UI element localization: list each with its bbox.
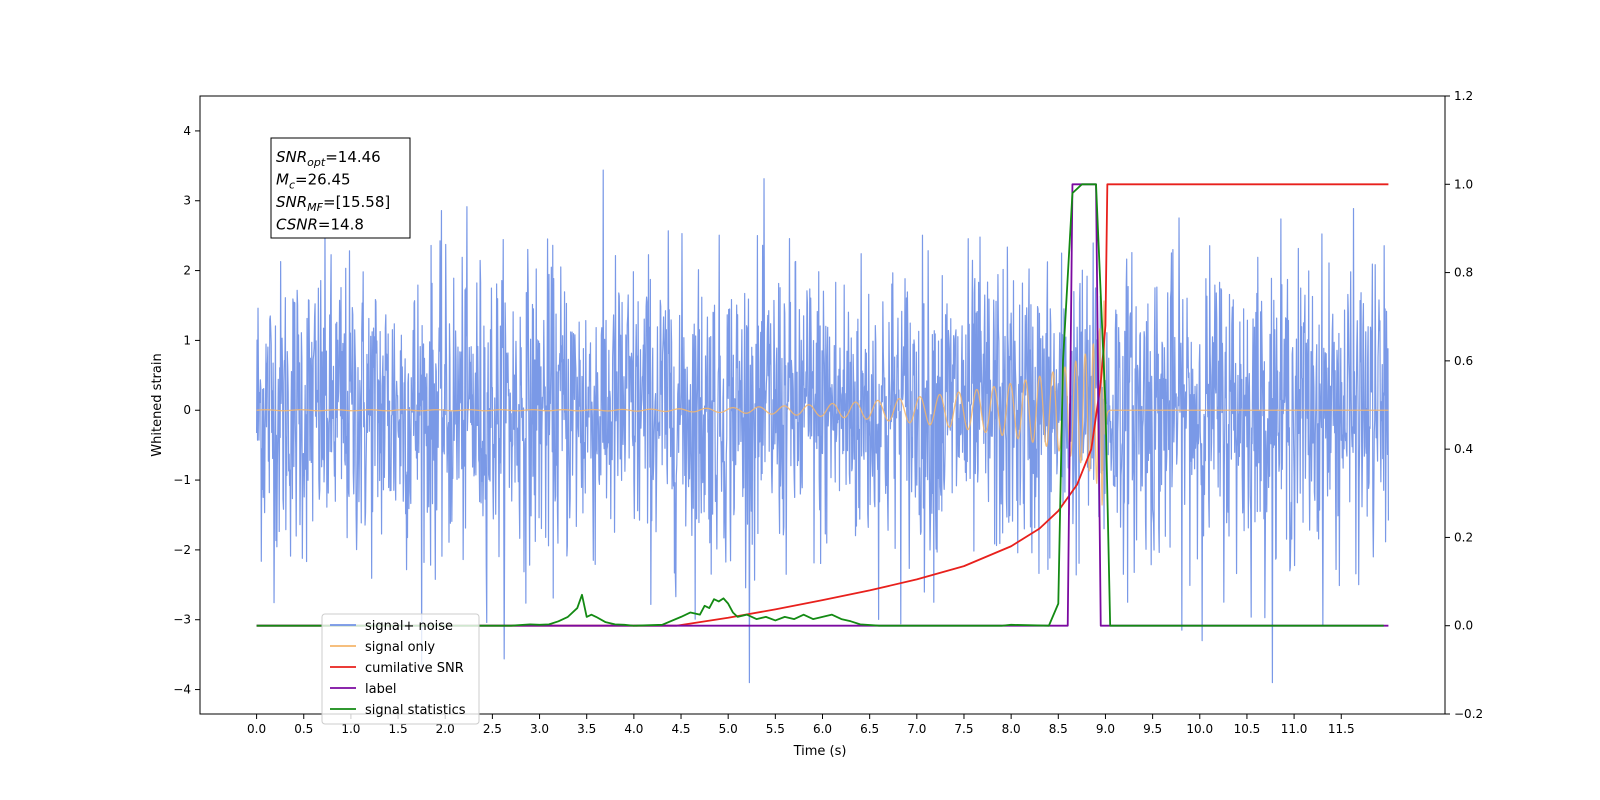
y-axis-left-label: Whitened strain — [150, 353, 165, 456]
signal-plus-noise-line — [255, 169, 1390, 684]
x-tick-label: 11.0 — [1281, 722, 1308, 736]
annotation-symbol: SNR — [276, 148, 307, 166]
x-tick-label: 2.0 — [436, 722, 455, 736]
x-tick-label: 10.5 — [1234, 722, 1261, 736]
series-stats-line — [256, 183, 1384, 627]
y-left-tick-label: 4 — [183, 124, 191, 138]
y-axis-left-ticks: −4 −3 −2 −1 0 1 2 3 4 — [173, 124, 200, 697]
y-right-tick-label: 1.2 — [1454, 89, 1473, 103]
y-left-tick-label: 1 — [183, 333, 191, 347]
annotation-value: =14.8 — [318, 216, 364, 234]
y-right-tick-label: 1.0 — [1454, 177, 1473, 191]
annotation-symbol: CSNR — [276, 216, 318, 234]
y-left-tick-label: −4 — [173, 683, 191, 697]
y-right-tick-label: −0.2 — [1454, 707, 1483, 721]
x-tick-label: 4.0 — [624, 722, 643, 736]
annotation-subscript: c — [289, 179, 295, 192]
x-tick-label: 0.0 — [247, 722, 266, 736]
legend-entry: signal only — [365, 640, 435, 655]
series-cumulative-snr — [256, 183, 1389, 627]
x-tick-label: 6.5 — [860, 722, 879, 736]
x-tick-label: 9.0 — [1096, 722, 1115, 736]
x-tick-label: 11.5 — [1328, 722, 1355, 736]
series-csnr-line — [256, 183, 1389, 627]
x-axis-ticks: 0.0 0.5 1.0 1.5 2.0 2.5 3.0 3.5 4.0 4.5 5.0 5.5 6.0 6… — [247, 714, 1355, 736]
x-tick-label: 3.0 — [530, 722, 549, 736]
annotation-line: SNRMF=[15.58] — [276, 193, 390, 214]
legend-entry: signal+ noise — [365, 619, 453, 634]
annotation-subscript: opt — [307, 156, 326, 169]
x-tick-label: 7.5 — [954, 722, 973, 736]
legend: signal+ noise signal only cumilative SNR la… — [321, 613, 480, 725]
y-left-tick-label: −2 — [173, 543, 191, 557]
series-signal-only — [256, 300, 1389, 506]
series-signal-statistics — [256, 183, 1384, 627]
annotation-line: CSNR=14.8 — [276, 216, 364, 234]
annotation-symbol: SNR — [276, 193, 307, 211]
x-tick-label: 4.5 — [671, 722, 690, 736]
metrics-annotation-box: SNRopt=14.46Mc=26.45SNRMF=[15.58]CSNR=14… — [270, 137, 411, 239]
y-right-tick-label: 0.2 — [1454, 530, 1473, 544]
annotation-value: =26.45 — [295, 171, 351, 189]
annotation-line: Mc=26.45 — [276, 171, 351, 192]
y-right-tick-label: 0.8 — [1454, 266, 1473, 280]
y-left-tick-label: −1 — [173, 473, 191, 487]
x-tick-label: 5.0 — [719, 722, 738, 736]
x-tick-label: 3.5 — [577, 722, 596, 736]
annotation-value: =14.46 — [325, 148, 381, 166]
y-right-tick-label: 0.6 — [1454, 354, 1473, 368]
y-left-tick-label: 2 — [183, 264, 191, 278]
x-tick-label: 10.0 — [1186, 722, 1213, 736]
annotation-value: =[15.58] — [323, 193, 390, 211]
x-tick-label: 9.5 — [1143, 722, 1162, 736]
y-left-tick-label: 0 — [183, 403, 191, 417]
y-right-tick-label: 0.0 — [1454, 619, 1473, 633]
x-tick-label: 8.0 — [1002, 722, 1021, 736]
legend-entry: signal statistics — [365, 703, 466, 718]
x-axis-label: Time (s) — [793, 744, 847, 759]
x-tick-label: 7.0 — [907, 722, 926, 736]
signal-only-line — [256, 300, 1389, 506]
series-signal-plus-noise — [255, 169, 1390, 684]
annotation-subscript: MF — [307, 201, 323, 214]
x-tick-label: 1.5 — [389, 722, 408, 736]
y-left-tick-label: 3 — [183, 194, 191, 208]
x-tick-label: 0.5 — [294, 722, 313, 736]
annotation-symbol: M — [276, 171, 289, 189]
legend-frame — [321, 613, 480, 725]
legend-entry: label — [365, 682, 396, 697]
legend-entry: cumilative SNR — [365, 661, 464, 676]
plot-area — [255, 169, 1390, 684]
x-tick-label: 5.5 — [766, 722, 785, 736]
x-tick-label: 2.5 — [483, 722, 502, 736]
x-tick-label: 6.0 — [813, 722, 832, 736]
y-right-tick-label: 0.4 — [1454, 442, 1473, 456]
annotation-frame — [270, 137, 411, 239]
annotation-line: SNRopt=14.46 — [276, 148, 381, 169]
x-tick-label: 8.5 — [1049, 722, 1068, 736]
y-axis-right-ticks: −0.2 0.0 0.2 0.4 0.6 0.8 1.0 1.2 — [1445, 89, 1483, 721]
y-left-tick-label: −3 — [173, 613, 191, 627]
x-tick-label: 1.0 — [341, 722, 360, 736]
